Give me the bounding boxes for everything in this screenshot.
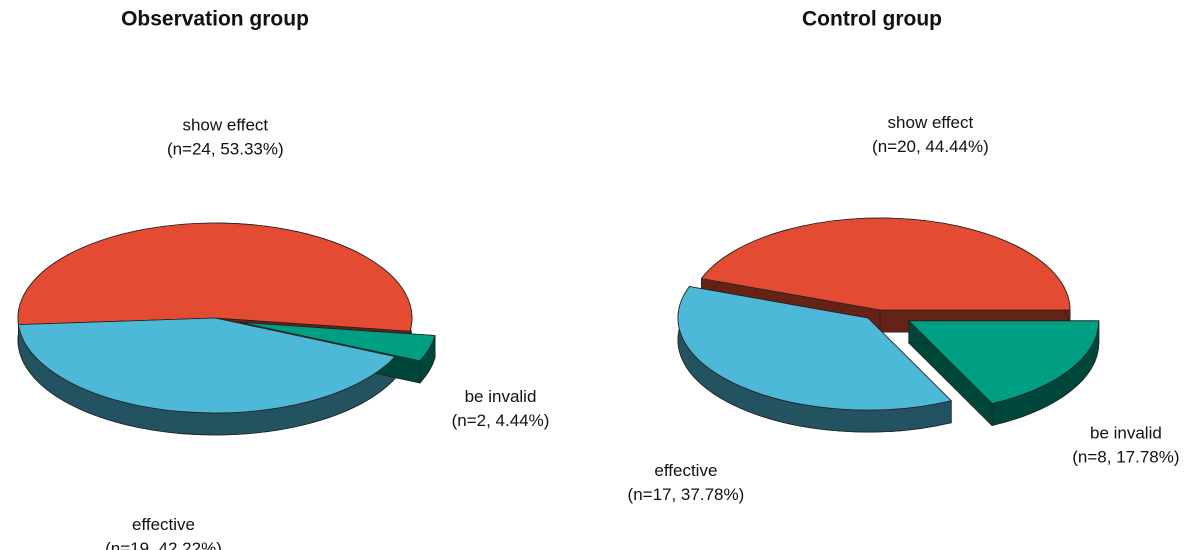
slice-value-label: (n=24, 53.33%) — [167, 140, 284, 159]
slice — [17, 222, 413, 332]
slice-value-label: (n=17, 37.78%) — [628, 485, 745, 504]
slice-label: show effect — [182, 116, 268, 135]
pie-labels: show effect (n=24, 53.33%) effective (n=19,… — [105, 116, 549, 550]
slice — [700, 217, 1071, 311]
slice — [907, 320, 1100, 404]
slice-label: be invalid — [1090, 423, 1162, 442]
slice-label: effective — [654, 461, 717, 480]
slice — [677, 286, 953, 411]
chart-title: Control group — [802, 8, 942, 31]
slice-label: effective — [132, 515, 195, 534]
slice-value-label: (n=20, 44.44%) — [872, 137, 989, 156]
slice — [18, 317, 396, 414]
chart-title: Observation group — [121, 8, 309, 31]
pie-tops — [17, 222, 436, 414]
slice-value-label: (n=2, 4.44%) — [452, 411, 550, 430]
slice-label: be invalid — [465, 387, 537, 406]
slice-value-label: (n=19, 42.22%) — [105, 539, 222, 550]
slice-label: show effect — [888, 113, 974, 132]
pie-labels: show effect (n=20, 44.44%) effective (n=17,… — [628, 113, 1180, 504]
slice — [239, 321, 436, 362]
pie-tops — [677, 217, 1100, 411]
slice-value-label: (n=8, 17.78%) — [1072, 447, 1179, 466]
